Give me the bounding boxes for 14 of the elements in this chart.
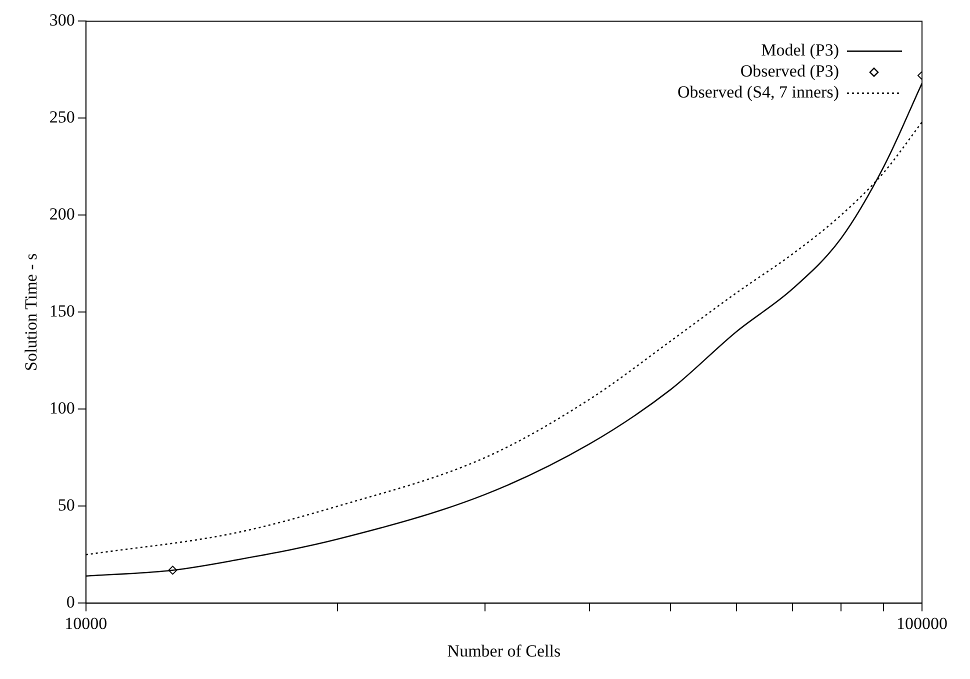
y-tick-label: 200: [49, 204, 75, 224]
y-axis-title: Solution Time - s: [22, 253, 41, 372]
legend-label: Observed (P3): [740, 62, 839, 81]
x-axis-title: Number of Cells: [447, 641, 561, 660]
y-tick-label: 150: [49, 302, 75, 321]
y-tick-label: 50: [58, 496, 75, 515]
legend-label: Model (P3): [761, 40, 839, 60]
y-tick-label: 0: [66, 592, 75, 612]
y-tick-label: 250: [49, 108, 75, 127]
x-tick-label: 10000: [64, 614, 108, 633]
y-tick-label: 100: [49, 398, 75, 418]
x-tick-label: 100000: [896, 614, 948, 633]
legend-label: Observed (S4, 7 inners): [678, 82, 839, 102]
y-tick-label: 300: [49, 10, 75, 30]
